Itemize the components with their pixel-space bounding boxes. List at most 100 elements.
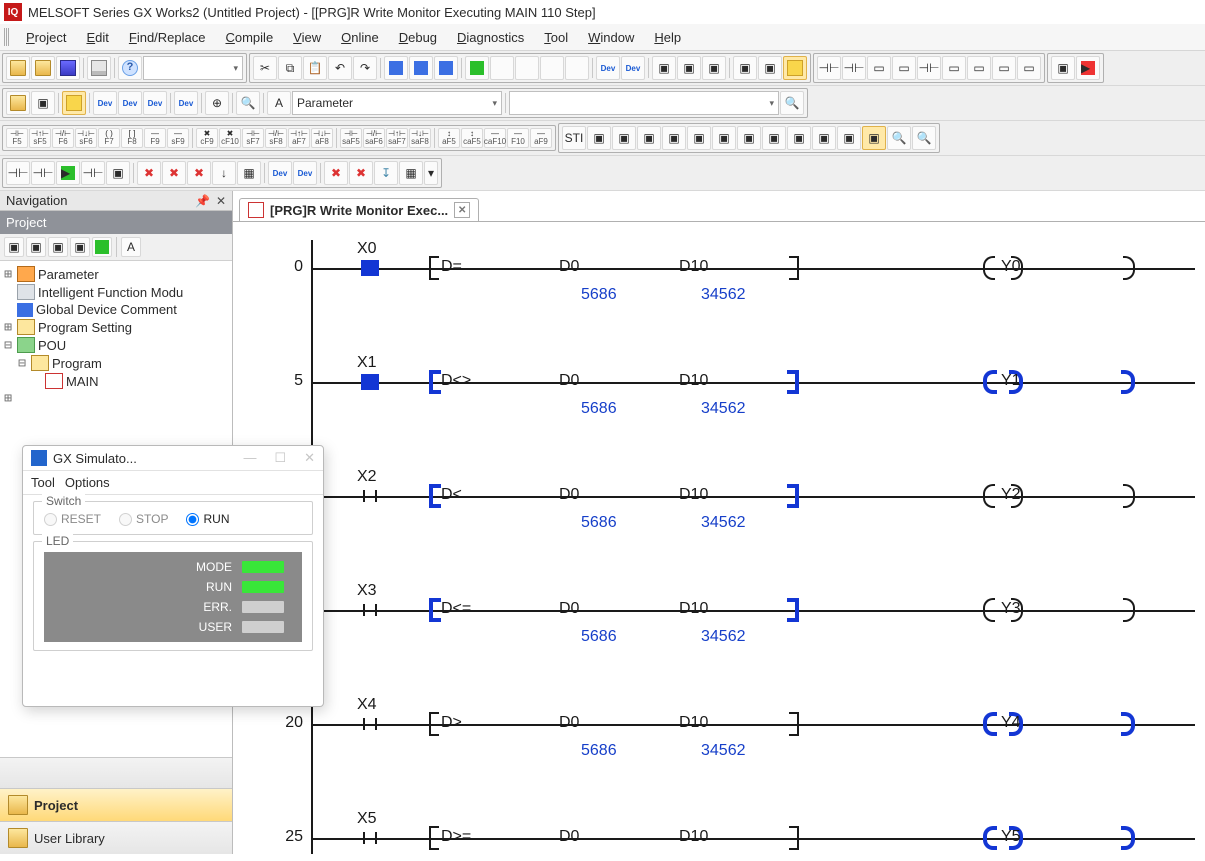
paste-button[interactable]: 📋 <box>303 56 327 80</box>
fk-aF7[interactable]: ⊣↑⊢aF7 <box>288 128 310 148</box>
lsym1[interactable]: ⊣⊢ <box>817 56 841 80</box>
lsym8[interactable]: ▭ <box>992 56 1016 80</box>
fr4[interactable]: ▣ <box>662 126 686 150</box>
tree-pou[interactable]: ⊟POU <box>2 336 230 354</box>
menu-compile[interactable]: Compile <box>215 28 283 47</box>
fk-aF9[interactable]: —aF9 <box>530 128 552 148</box>
nt4[interactable]: ▣ <box>70 237 90 257</box>
fr8[interactable]: ▣ <box>762 126 786 150</box>
vd1[interactable]: Dev <box>93 91 117 115</box>
v4[interactable]: ⊕ <box>205 91 229 115</box>
tb-f[interactable]: ▣ <box>652 56 676 80</box>
vd2[interactable]: Dev <box>118 91 142 115</box>
m1[interactable]: ▣ <box>1051 56 1075 80</box>
fk-saF7[interactable]: ⊣↑⊢saF7 <box>386 128 408 148</box>
tree-global[interactable]: Global Device Comment <box>2 301 230 318</box>
tb-d[interactable] <box>540 56 564 80</box>
tab-main[interactable]: [PRG]R Write Monitor Exec... ✕ <box>239 198 479 221</box>
contact-X3[interactable] <box>351 598 389 622</box>
tree-parameter[interactable]: ⊞Parameter <box>2 265 230 283</box>
sim-switch-run[interactable]: RUN <box>186 512 229 526</box>
lsym6[interactable]: ▭ <box>942 56 966 80</box>
menu-tool[interactable]: Tool <box>534 28 578 47</box>
compare-box[interactable]: D= <box>429 256 799 280</box>
contact-X2[interactable] <box>351 484 389 508</box>
contact-X4[interactable] <box>351 712 389 736</box>
fk-sF6[interactable]: ⊣↓⊢sF6 <box>75 128 97 148</box>
menu-findreplace[interactable]: Find/Replace <box>119 28 216 47</box>
monitor-button[interactable] <box>783 56 807 80</box>
compare-box[interactable]: D>= <box>429 826 799 850</box>
nt6[interactable]: A <box>121 237 141 257</box>
lsym7[interactable]: ▭ <box>967 56 991 80</box>
menu-debug[interactable]: Debug <box>389 28 447 47</box>
menu-online[interactable]: Online <box>331 28 389 47</box>
fk-cF10[interactable]: ✖cF10 <box>219 128 241 148</box>
cat-userlib[interactable]: User Library <box>0 821 232 854</box>
nt2[interactable]: ▣ <box>26 237 46 257</box>
fk-sF5[interactable]: ⊣↑⊢sF5 <box>29 128 51 148</box>
fk-aF5[interactable]: ↕aF5 <box>438 128 460 148</box>
sim-switch-reset[interactable]: RESET <box>44 512 101 526</box>
tree-intel[interactable]: Intelligent Function Modu <box>2 283 230 301</box>
tree-progset[interactable]: ⊞Program Setting <box>2 318 230 336</box>
tree-main[interactable]: MAIN <box>30 372 230 390</box>
d1[interactable]: ⊣⊢ <box>6 161 30 185</box>
lsym9[interactable]: ▭ <box>1017 56 1041 80</box>
vd3[interactable]: Dev <box>143 91 167 115</box>
menu-diagnostics[interactable]: Diagnostics <box>447 28 534 47</box>
simulator-window[interactable]: GX Simulato... — ☐ ✕ Tool Options Switch… <box>22 445 324 707</box>
d4[interactable]: ⊣⊢ <box>81 161 105 185</box>
cut-button[interactable]: ✂ <box>253 56 277 80</box>
d6[interactable]: ✖ <box>137 161 161 185</box>
print-button[interactable] <box>87 56 111 80</box>
save-button[interactable] <box>56 56 80 80</box>
v3[interactable] <box>62 91 86 115</box>
help-button[interactable]: ? <box>118 56 142 80</box>
new-button[interactable] <box>6 56 30 80</box>
compare-box[interactable]: D> <box>429 712 799 736</box>
sim-min-icon[interactable]: — <box>243 450 256 466</box>
close-icon[interactable]: ✕ <box>216 194 226 208</box>
fk-sF9[interactable]: —sF9 <box>167 128 189 148</box>
devr1-button[interactable]: Dev <box>596 56 620 80</box>
fk-saF6[interactable]: ⊣/⊢saF6 <box>363 128 385 148</box>
lsym4[interactable]: ▭ <box>892 56 916 80</box>
fk-F7[interactable]: ( )F7 <box>98 128 120 148</box>
tb-a[interactable] <box>465 56 489 80</box>
fk-F8[interactable]: [ ]F8 <box>121 128 143 148</box>
dd2[interactable]: Dev <box>293 161 317 185</box>
compare-box[interactable]: D<> <box>429 370 799 394</box>
fr1[interactable]: ▣ <box>587 126 611 150</box>
menu-help[interactable]: Help <box>644 28 691 47</box>
d10[interactable]: ▦ <box>237 161 261 185</box>
compare-box[interactable]: D<= <box>429 598 799 622</box>
fk-saF5[interactable]: ⊣⊢saF5 <box>340 128 362 148</box>
d8[interactable]: ✖ <box>187 161 211 185</box>
redo-button[interactable]: ↷ <box>353 56 377 80</box>
vd4[interactable]: Dev <box>174 91 198 115</box>
devr2-button[interactable]: Dev <box>621 56 645 80</box>
pin-icon[interactable]: 📌 <box>195 194 210 208</box>
lsym5[interactable]: ⊣⊢ <box>917 56 941 80</box>
d3[interactable]: ▶ <box>56 161 80 185</box>
sim-switch-stop[interactable]: STOP <box>119 512 168 526</box>
tree-more[interactable]: ⊞ <box>2 390 230 407</box>
open-button[interactable] <box>31 56 55 80</box>
fk-aF8[interactable]: ⊣↓⊢aF8 <box>311 128 333 148</box>
tree-program[interactable]: ⊟Program <box>16 354 230 372</box>
cat-project[interactable]: Project <box>0 788 232 821</box>
fk-cF9[interactable]: ✖cF9 <box>196 128 218 148</box>
contact-X0[interactable] <box>351 256 389 280</box>
dd1[interactable]: Dev <box>268 161 292 185</box>
dev3-button[interactable] <box>434 56 458 80</box>
tb-b[interactable] <box>490 56 514 80</box>
nt3[interactable]: ▣ <box>48 237 68 257</box>
fr2[interactable]: ▣ <box>612 126 636 150</box>
fr6[interactable]: ▣ <box>712 126 736 150</box>
tb-h[interactable]: ▣ <box>702 56 726 80</box>
fk-saF8[interactable]: ⊣↓⊢saF8 <box>409 128 431 148</box>
parameter-combo[interactable]: Parameter▾ <box>292 91 502 115</box>
v5[interactable]: 🔍 <box>236 91 260 115</box>
d15[interactable]: ▾ <box>424 161 438 185</box>
